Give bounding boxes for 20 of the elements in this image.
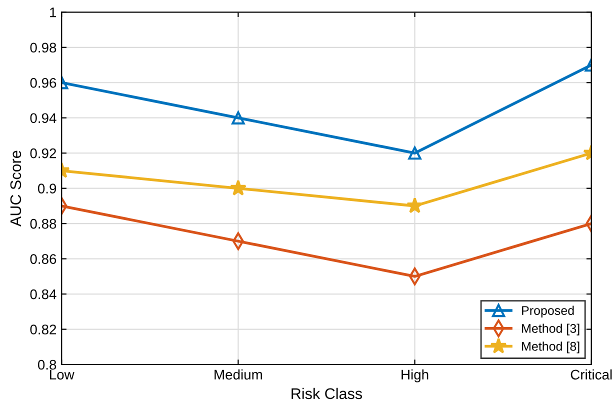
y-tick-label: 0.98	[30, 42, 56, 53]
y-tick-label: 0.84	[30, 289, 56, 300]
y-tick-label: 0.86	[30, 254, 56, 264]
x-tick-label: Low	[50, 370, 74, 380]
y-tick-label: 0.88	[30, 218, 56, 229]
y-axis-title: AUC Score	[10, 150, 22, 226]
y-tick-label: 0.94	[30, 113, 56, 124]
x-axis-title: Risk Class	[292, 388, 362, 400]
legend-label: Proposed	[522, 306, 574, 318]
x-tick-label: Critical	[570, 369, 612, 380]
y-tick-label: 0.92	[30, 148, 56, 158]
y-tick-label: 0.82	[30, 324, 56, 334]
legend-label: Method [3]	[522, 324, 580, 336]
y-tick-label: 0.96	[30, 78, 56, 88]
y-tick-label: 1	[50, 8, 56, 18]
x-tick-label: High	[402, 369, 428, 382]
legend-label: Method [8]	[522, 342, 580, 354]
y-tick-label: 0.9	[38, 184, 56, 194]
x-tick-label: Medium	[214, 369, 262, 380]
y-tick-label: 0.8	[38, 360, 56, 370]
